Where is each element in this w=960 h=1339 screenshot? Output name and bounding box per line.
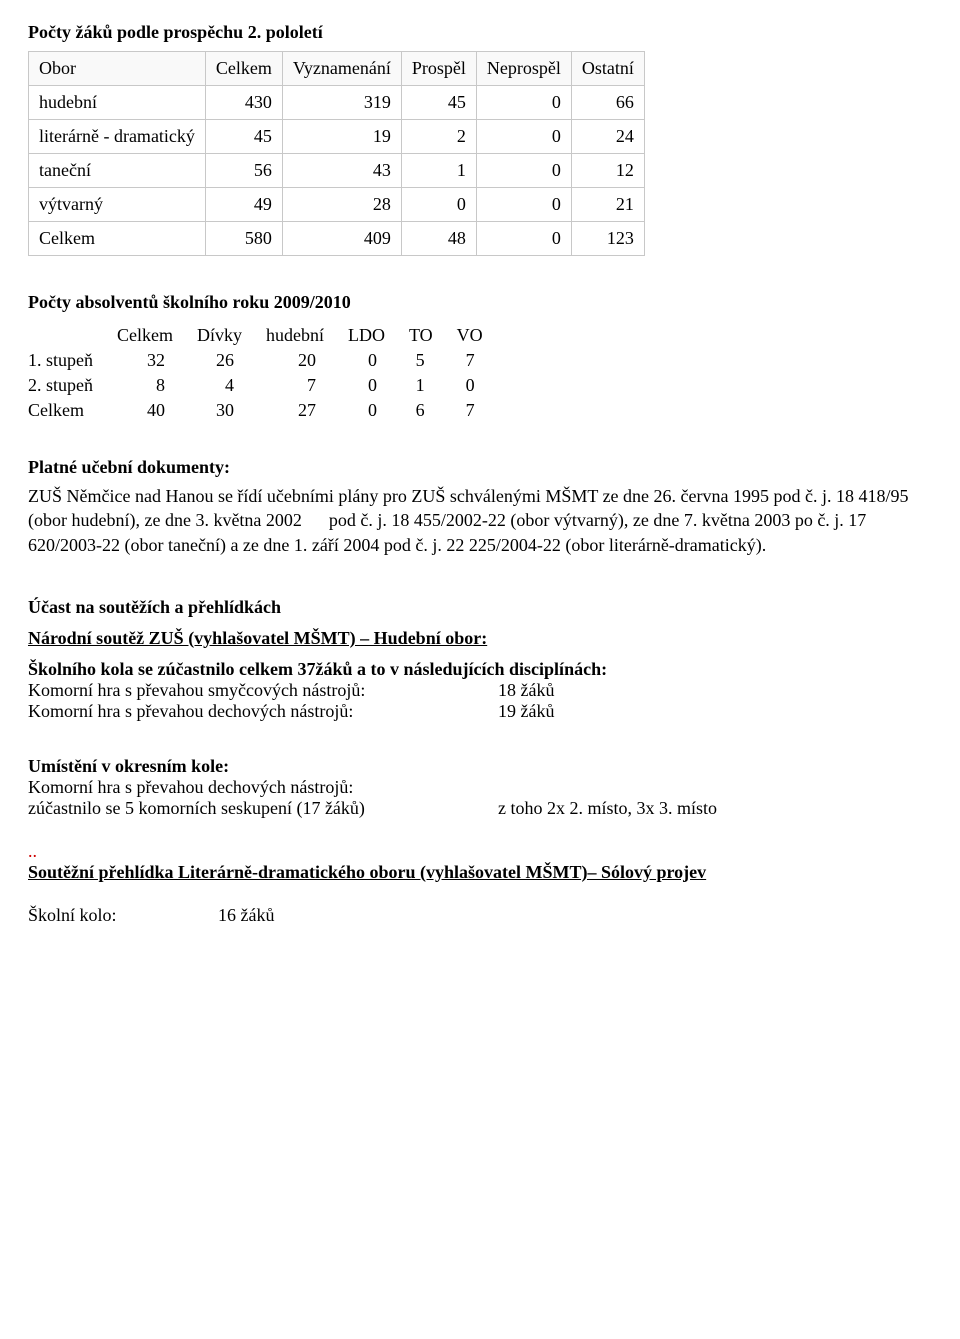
col-vo: VO [457, 323, 507, 348]
cell: 45 [401, 86, 476, 120]
kv-row: Komorní hra s převahou smyčcových nástro… [28, 680, 932, 701]
cell: 56 [205, 154, 282, 188]
table-header-row: Obor Celkem Vyznamenání Prospěl Neprospě… [29, 52, 645, 86]
cell: 7 [266, 373, 348, 398]
cell: 26 [197, 348, 266, 373]
title-ldo-soutez: Soutěžní přehlídka Literárně-dramatickéh… [28, 862, 932, 883]
cell: 32 [117, 348, 197, 373]
cell: 24 [571, 120, 644, 154]
cell: 580 [205, 222, 282, 256]
row-label: 1. stupeň [28, 348, 117, 373]
cell: 2 [401, 120, 476, 154]
cell: 1 [401, 154, 476, 188]
col-prospel: Prospěl [401, 52, 476, 86]
cell: 28 [282, 188, 401, 222]
cell: 6 [409, 398, 457, 423]
title-okresni: Umístění v okresním kole: [28, 756, 932, 777]
table-row: výtvarný 49 28 0 0 21 [29, 188, 645, 222]
cell: 123 [571, 222, 644, 256]
col-divky: Dívky [197, 323, 266, 348]
kv-value: 16 žáků [218, 905, 274, 926]
table-row-total: Celkem 580 409 48 0 123 [29, 222, 645, 256]
cell: 0 [476, 188, 571, 222]
row-label: výtvarný [29, 188, 206, 222]
cell: 21 [571, 188, 644, 222]
cell: 45 [205, 120, 282, 154]
title-dokumenty: Platné učební dokumenty: [28, 457, 932, 478]
title-souteze: Účast na soutěžích a přehlídkách [28, 597, 932, 618]
cell: 1 [409, 373, 457, 398]
table-prospech: Obor Celkem Vyznamenání Prospěl Neprospě… [28, 51, 645, 256]
cell: 5 [409, 348, 457, 373]
col-ldo: LDO [348, 323, 409, 348]
cell: 0 [476, 120, 571, 154]
col-to: TO [409, 323, 457, 348]
row-label: Celkem [29, 222, 206, 256]
col-blank [28, 323, 117, 348]
table-header-row: Celkem Dívky hudební LDO TO VO [28, 323, 507, 348]
cell: 7 [457, 348, 507, 373]
col-hudebni: hudební [266, 323, 348, 348]
cell: 43 [282, 154, 401, 188]
cell: 48 [401, 222, 476, 256]
kv-key: zúčastnilo se 5 komorních seskupení (17 … [28, 798, 498, 819]
line-skolni-kolo: Školního kola se zúčastnilo celkem 37žák… [28, 659, 932, 680]
cell: 430 [205, 86, 282, 120]
okres-line-1: Komorní hra s převahou dechových nástroj… [28, 777, 932, 798]
kv-value: 18 žáků [498, 680, 554, 701]
cell: 8 [117, 373, 197, 398]
kv-row: zúčastnilo se 5 komorních seskupení (17 … [28, 798, 932, 819]
cell: 0 [348, 373, 409, 398]
col-obor: Obor [29, 52, 206, 86]
table-absolventi: Celkem Dívky hudební LDO TO VO 1. stupeň… [28, 323, 507, 423]
cell: 12 [571, 154, 644, 188]
cell: 20 [266, 348, 348, 373]
row-label: 2. stupeň [28, 373, 117, 398]
title-absolventi: Počty absolventů školního roku 2009/2010 [28, 292, 932, 313]
cell: 0 [401, 188, 476, 222]
cell: 19 [282, 120, 401, 154]
paragraph-dokumenty: ZUŠ Němčice nad Hanou se řídí učebními p… [28, 484, 932, 557]
col-celkem: Celkem [205, 52, 282, 86]
kv-value: 19 žáků [498, 701, 554, 722]
cell: 0 [476, 154, 571, 188]
cell: 40 [117, 398, 197, 423]
table-row: taneční 56 43 1 0 12 [29, 154, 645, 188]
kv-row: Komorní hra s převahou dechových nástroj… [28, 701, 932, 722]
title-narodni-soutez: Národní soutěž ZUŠ (vyhlašovatel MŠMT) –… [28, 628, 932, 649]
col-celkem: Celkem [117, 323, 197, 348]
cell: 0 [348, 348, 409, 373]
row-label: Celkem [28, 398, 117, 423]
table-row: 2. stupeň 8 4 7 0 1 0 [28, 373, 507, 398]
kv-key: Školní kolo: [28, 905, 218, 926]
row-label: taneční [29, 154, 206, 188]
cell: 0 [348, 398, 409, 423]
kv-key: Komorní hra s převahou dechových nástroj… [28, 701, 498, 722]
row-label: literárně - dramatický [29, 120, 206, 154]
table-row: hudební 430 319 45 0 66 [29, 86, 645, 120]
kv-key: Komorní hra s převahou smyčcových nástro… [28, 680, 498, 701]
col-ostatni: Ostatní [571, 52, 644, 86]
col-vyznamenani: Vyznamenání [282, 52, 401, 86]
cell: 30 [197, 398, 266, 423]
cell: 7 [457, 398, 507, 423]
cell: 0 [457, 373, 507, 398]
cell: 49 [205, 188, 282, 222]
cell: 27 [266, 398, 348, 423]
table-row: 1. stupeň 32 26 20 0 5 7 [28, 348, 507, 373]
cell: 0 [476, 222, 571, 256]
cell: 319 [282, 86, 401, 120]
cell: 66 [571, 86, 644, 120]
col-neprospel: Neprospěl [476, 52, 571, 86]
cell: 0 [476, 86, 571, 120]
title-pocty-zaku: Počty žáků podle prospěchu 2. pololetí [28, 22, 932, 43]
red-dots: .. [28, 841, 932, 862]
table-row-total: Celkem 40 30 27 0 6 7 [28, 398, 507, 423]
row-label: hudební [29, 86, 206, 120]
kv-value: z toho 2x 2. místo, 3x 3. místo [498, 798, 717, 819]
cell: 4 [197, 373, 266, 398]
table-row: literárně - dramatický 45 19 2 0 24 [29, 120, 645, 154]
cell: 409 [282, 222, 401, 256]
kv-row-final: Školní kolo: 16 žáků [28, 905, 932, 926]
